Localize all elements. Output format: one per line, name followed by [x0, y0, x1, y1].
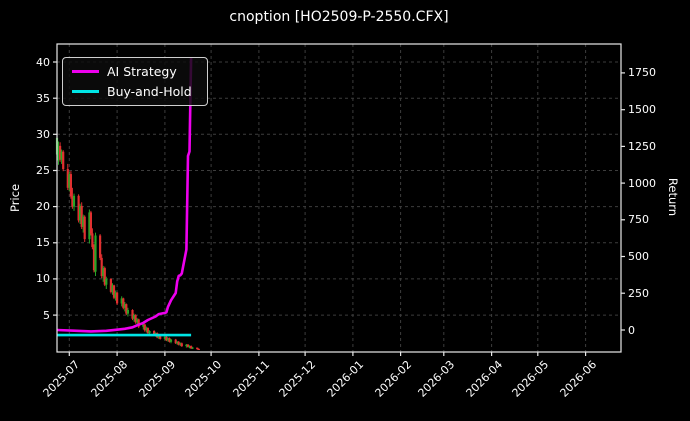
legend-line-swatch [72, 70, 99, 73]
candle [122, 298, 125, 308]
return-tick-label: 0 [628, 323, 635, 337]
candle [163, 336, 166, 339]
candle [188, 346, 191, 348]
candle [132, 315, 136, 319]
candle [190, 346, 193, 349]
candle [60, 151, 63, 160]
legend-label: AI Strategy [107, 64, 177, 79]
return-tick-label: 1500 [628, 103, 656, 117]
candle [88, 212, 91, 240]
candle [114, 292, 117, 298]
candle [79, 205, 82, 221]
candle [111, 285, 114, 292]
chart-title: cnoption [HO2509-P-2550.CFX] [229, 9, 449, 25]
ai-strategy-line [56, 57, 193, 333]
return-tick-label: 500 [628, 250, 649, 263]
candle [136, 319, 139, 323]
legend: AI Strategy Buy-and-Hold [62, 57, 208, 106]
price-tick-label: 5 [43, 308, 50, 322]
candle [137, 319, 140, 327]
candle [109, 278, 112, 292]
candle [83, 216, 86, 240]
candle [71, 196, 74, 207]
price-tick-label: 10 [36, 272, 50, 286]
candle [92, 247, 96, 271]
candle [196, 347, 199, 349]
candle [105, 278, 108, 285]
candle [82, 216, 85, 227]
price-tick-label: 30 [36, 127, 50, 141]
candle [159, 335, 162, 339]
candle [125, 304, 128, 314]
legend-label: Buy-and-Hold [107, 84, 192, 99]
candle [91, 233, 94, 248]
return-tick-label: 250 [628, 286, 649, 300]
candle [99, 235, 102, 258]
price-tick-label: 25 [36, 164, 50, 177]
candle [143, 324, 146, 331]
candle [153, 331, 156, 336]
candle [112, 285, 116, 298]
legend-line-swatch [72, 90, 99, 93]
plot-border [56, 43, 622, 353]
price-tick-label: 15 [36, 236, 50, 250]
candle [94, 235, 97, 272]
candle [123, 304, 126, 308]
legend-item: AI Strategy [72, 64, 197, 79]
return-tick-label: 1750 [628, 66, 656, 80]
candle [191, 347, 194, 349]
candle [146, 328, 149, 334]
candle [169, 339, 173, 342]
candle [180, 343, 183, 347]
candle [145, 328, 148, 331]
candle [166, 338, 170, 341]
candle [168, 338, 171, 342]
candle [134, 315, 137, 323]
candle [116, 292, 119, 304]
candle [80, 205, 83, 227]
return-tick-label: 750 [628, 213, 649, 227]
candle [142, 324, 145, 327]
candle [174, 339, 177, 344]
candle [77, 195, 80, 221]
candle [186, 344, 190, 347]
candle [165, 336, 168, 341]
candle [102, 268, 105, 277]
legend-item: Buy-and-Hold [72, 84, 197, 99]
candle [185, 344, 188, 347]
candle [177, 341, 180, 345]
candle [69, 174, 72, 197]
candle [197, 349, 200, 350]
candle [100, 257, 103, 276]
candle [66, 169, 69, 188]
candle [62, 151, 65, 170]
return-tick-label: 1250 [628, 139, 656, 153]
candle [72, 195, 76, 207]
candle [126, 310, 129, 314]
candle [179, 343, 182, 345]
candle [57, 145, 60, 161]
price-tick-label: 20 [36, 200, 50, 214]
candle [103, 268, 106, 285]
candle [176, 341, 179, 344]
candle [68, 174, 71, 188]
candle [59, 145, 62, 160]
candle [131, 310, 134, 319]
candle [120, 298, 123, 304]
price-tick-label: 35 [36, 91, 50, 105]
candle [148, 331, 151, 334]
price-tick-label: 40 [36, 55, 50, 69]
return-tick-label: 1000 [628, 176, 656, 190]
candle [89, 212, 92, 234]
